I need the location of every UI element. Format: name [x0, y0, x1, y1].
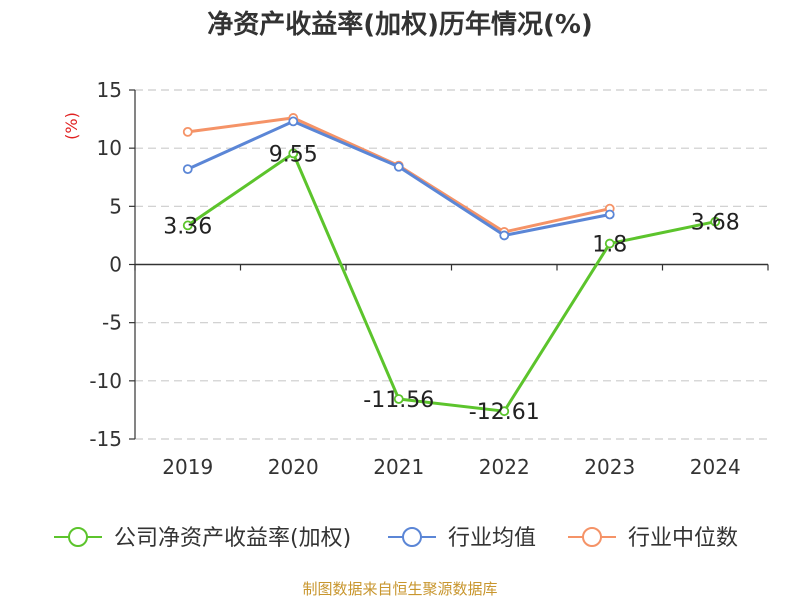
- chart-title: 净资产收益率(加权)历年情况(%): [207, 10, 593, 40]
- y-axis: 15 10 5 0 -5 -10 -15: [89, 78, 136, 451]
- series-line: [187, 119, 611, 237]
- data-label: -12.61: [469, 400, 540, 425]
- data-point: [182, 220, 193, 231]
- data-point: [393, 161, 404, 172]
- legend-marker: [68, 527, 88, 547]
- x-tick-label: 2021: [373, 455, 424, 479]
- series-line: [187, 116, 611, 234]
- legend-label: 行业中位数: [628, 526, 738, 551]
- x-tick-label: 2020: [268, 455, 319, 479]
- data-point: [710, 216, 721, 227]
- x-tick-label: 2024: [690, 455, 741, 479]
- data-label: 1.8: [592, 233, 627, 258]
- data-labels: 3.36 9.55 -11.56 -12.61 1.8 3.68: [163, 142, 739, 425]
- data-label: 3.68: [691, 211, 740, 236]
- x-axis: 2019 2020 2021 2022 2023 2024: [134, 263, 769, 479]
- data-point: [288, 148, 299, 159]
- y-tick-label: -5: [102, 311, 122, 335]
- y-axis-label: (%): [62, 112, 81, 140]
- data-point: [393, 394, 404, 404]
- grid-lines: [135, 89, 768, 440]
- data-point: [499, 406, 510, 417]
- legend-label: 公司净资产收益率(加权): [114, 526, 351, 551]
- data-point: [182, 126, 193, 137]
- y-tick-label: -15: [89, 427, 122, 451]
- legend-label: 行业均值: [448, 526, 536, 551]
- y-tick-label: 10: [97, 136, 122, 160]
- series-layer: [182, 113, 721, 417]
- y-tick-label: 0: [109, 253, 122, 277]
- data-point: [604, 209, 615, 220]
- data-point: [499, 230, 510, 241]
- series-line: [186, 151, 716, 413]
- data-point: [604, 238, 615, 249]
- data-label: -11.56: [363, 388, 434, 413]
- legend: 公司净资产收益率(加权) 行业均值 行业中位数: [54, 526, 738, 551]
- legend-marker: [582, 527, 602, 547]
- legend-marker: [402, 527, 422, 547]
- y-tick-label: -10: [89, 369, 122, 393]
- x-tick-label: 2019: [162, 455, 213, 479]
- data-point: [288, 116, 299, 127]
- data-label: 9.55: [269, 142, 318, 167]
- x-tick-label: 2022: [479, 455, 530, 479]
- source-note: 制图数据来自恒生聚源数据库: [302, 580, 498, 598]
- data-label: 3.36: [163, 214, 212, 239]
- y-tick-label: 5: [109, 194, 122, 218]
- y-tick-label: 15: [97, 78, 122, 102]
- x-tick-label: 2023: [584, 455, 635, 479]
- data-point: [182, 164, 193, 175]
